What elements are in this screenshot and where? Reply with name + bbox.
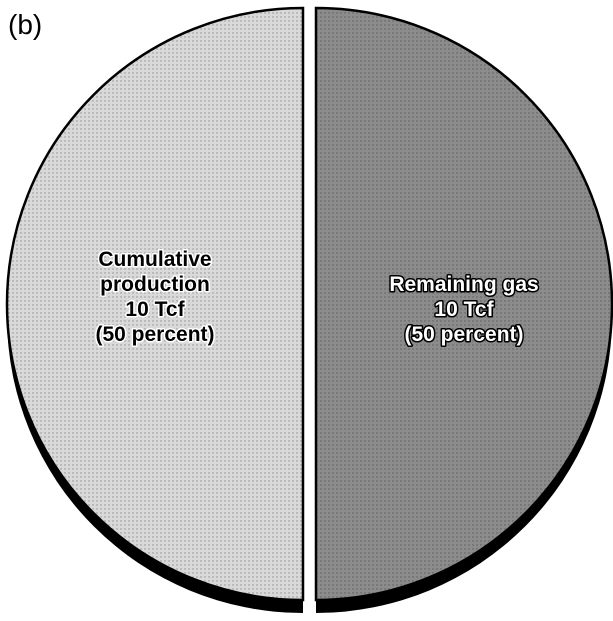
slice-texture — [316, 8, 612, 600]
slice-texture — [7, 8, 303, 600]
slice-label: Remaining gas — [389, 273, 538, 296]
slice-label-line: production — [100, 273, 210, 296]
value-label: (50 percent) — [95, 323, 214, 346]
volume-label: 10 Tcf — [434, 298, 494, 321]
value-label: (50 percent) — [404, 323, 523, 346]
slice-label: Cumulative production — [98, 248, 211, 296]
volume-label: 10 Tcf — [125, 298, 185, 321]
chart-title: (b) — [8, 9, 42, 40]
slice-label-line: Cumulative — [98, 248, 211, 271]
